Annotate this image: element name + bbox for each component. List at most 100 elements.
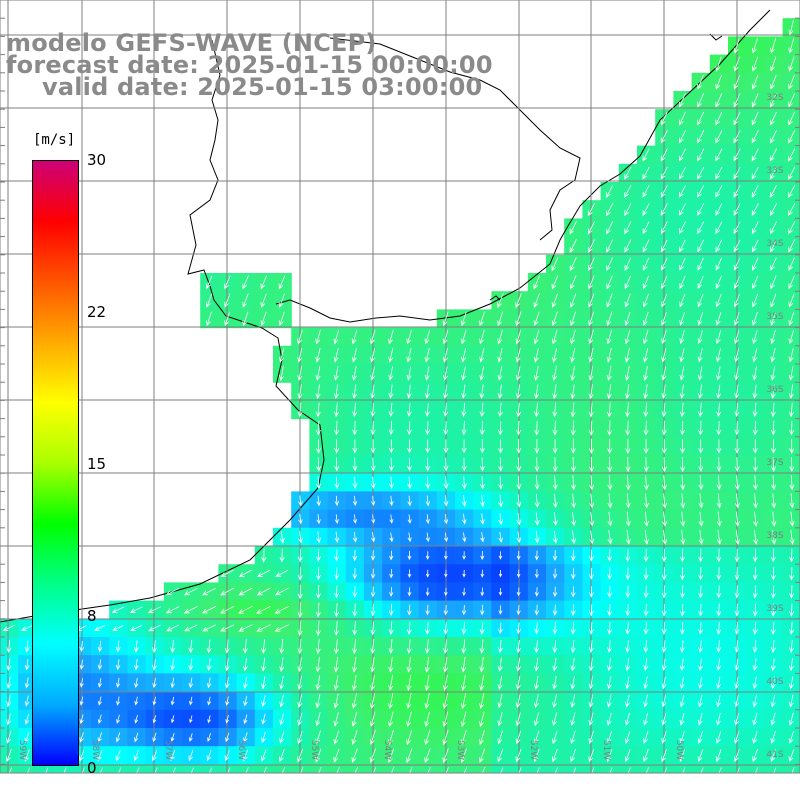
wind-arrow <box>570 329 576 345</box>
wind-cell <box>764 163 784 183</box>
wind-arrow <box>243 695 248 707</box>
wind-arrow <box>256 569 271 577</box>
wind-arrow <box>552 622 558 635</box>
wind-arrow <box>515 347 521 363</box>
wind-arrow <box>627 767 631 773</box>
wind-arrow <box>261 713 266 725</box>
wind-cell <box>618 218 638 238</box>
wind-arrow <box>752 603 758 617</box>
wind-arrow <box>275 569 289 577</box>
latitude-label: 39S <box>766 604 783 614</box>
wind-arrow <box>315 657 321 673</box>
wind-arrow <box>625 493 631 509</box>
wind-arrow <box>770 420 776 436</box>
wind-arrow <box>409 766 413 773</box>
wind-arrow <box>370 384 376 399</box>
wind-arrow <box>680 493 686 509</box>
wind-arrow <box>297 384 303 400</box>
wind-arrow <box>661 640 667 653</box>
wind-arrow <box>479 639 485 654</box>
wind-cell <box>764 764 784 773</box>
wind-arrow <box>734 511 740 527</box>
wind-cell <box>327 764 347 773</box>
wind-arrow <box>570 420 576 436</box>
wind-cell <box>254 582 274 602</box>
wind-arrow <box>752 676 758 690</box>
wind-arrow <box>224 749 230 762</box>
wind-arrow <box>661 438 667 454</box>
wind-arrow <box>789 603 795 617</box>
wind-arrow <box>460 693 467 710</box>
wind-arrow <box>606 384 612 400</box>
wind-arrow <box>238 624 253 632</box>
wind-arrow <box>461 348 467 363</box>
wind-arrow <box>570 456 576 473</box>
wind-arrow <box>589 493 595 509</box>
wind-arrow <box>371 532 376 543</box>
wind-arrow <box>698 622 704 635</box>
wind-arrow <box>515 657 521 672</box>
wind-arrow <box>643 567 649 581</box>
wind-arrows <box>2 19 796 773</box>
wind-arrow <box>789 475 795 491</box>
wind-arrow <box>552 586 558 598</box>
wind-cell <box>618 182 638 201</box>
wind-arrow <box>443 495 449 507</box>
wind-arrow <box>224 293 231 308</box>
latitude-label: 37S <box>766 458 783 468</box>
wind-arrow <box>315 693 321 709</box>
wind-arrow <box>606 366 612 381</box>
wind-arrow <box>315 712 321 727</box>
wind-arrow <box>334 531 340 544</box>
wind-arrow <box>660 148 668 162</box>
wind-arrow <box>202 587 216 596</box>
wind-arrow <box>788 19 794 36</box>
wind-arrow <box>733 74 741 90</box>
wind-arrow <box>224 275 231 290</box>
wind-arrow <box>370 674 376 691</box>
wind-arrow <box>407 569 412 579</box>
wind-arrow <box>606 712 612 726</box>
wind-arrow <box>189 696 193 706</box>
wind-arrow <box>788 329 794 345</box>
wind-arrow <box>788 239 796 253</box>
wind-arrow <box>279 676 285 690</box>
wind-arrow <box>315 584 321 599</box>
wind-cell <box>127 600 147 620</box>
wind-arrow <box>788 56 795 72</box>
wind-arrow <box>770 402 776 418</box>
wind-cell <box>691 200 711 219</box>
wind-arrow <box>606 694 612 708</box>
wind-arrow <box>733 239 741 253</box>
wind-arrow <box>534 550 539 561</box>
wind-arrow <box>460 748 467 764</box>
wind-cell <box>18 764 37 773</box>
wind-arrow <box>133 659 139 671</box>
wind-arrow <box>770 275 777 290</box>
longitude-label: 56W <box>236 740 246 760</box>
wind-arrow <box>352 402 358 418</box>
longitude-label: 54W <box>382 740 392 760</box>
wind-arrow <box>552 475 558 491</box>
wind-arrow <box>315 420 321 436</box>
wind-arrow <box>606 749 613 763</box>
wind-arrow <box>443 476 449 490</box>
wind-arrow <box>460 329 467 345</box>
wind-arrow <box>752 749 758 763</box>
wind-arrow <box>697 148 705 162</box>
wind-cell <box>782 491 800 511</box>
wind-arrow <box>624 730 631 744</box>
wind-arrow <box>570 749 576 763</box>
wind-arrow <box>370 586 376 598</box>
wind-arrow <box>497 675 503 691</box>
wind-arrow <box>770 712 776 726</box>
wind-arrow <box>788 311 795 326</box>
wind-arrow <box>625 475 631 491</box>
wind-arrow <box>242 311 249 327</box>
wind-arrow <box>733 221 741 235</box>
wind-arrow <box>533 730 540 745</box>
wind-arrow <box>715 275 722 290</box>
wind-arrow <box>588 329 594 345</box>
wind-arrow <box>425 439 431 454</box>
model-title: modelo GEFS-WAVE (NCEP) <box>6 29 377 57</box>
